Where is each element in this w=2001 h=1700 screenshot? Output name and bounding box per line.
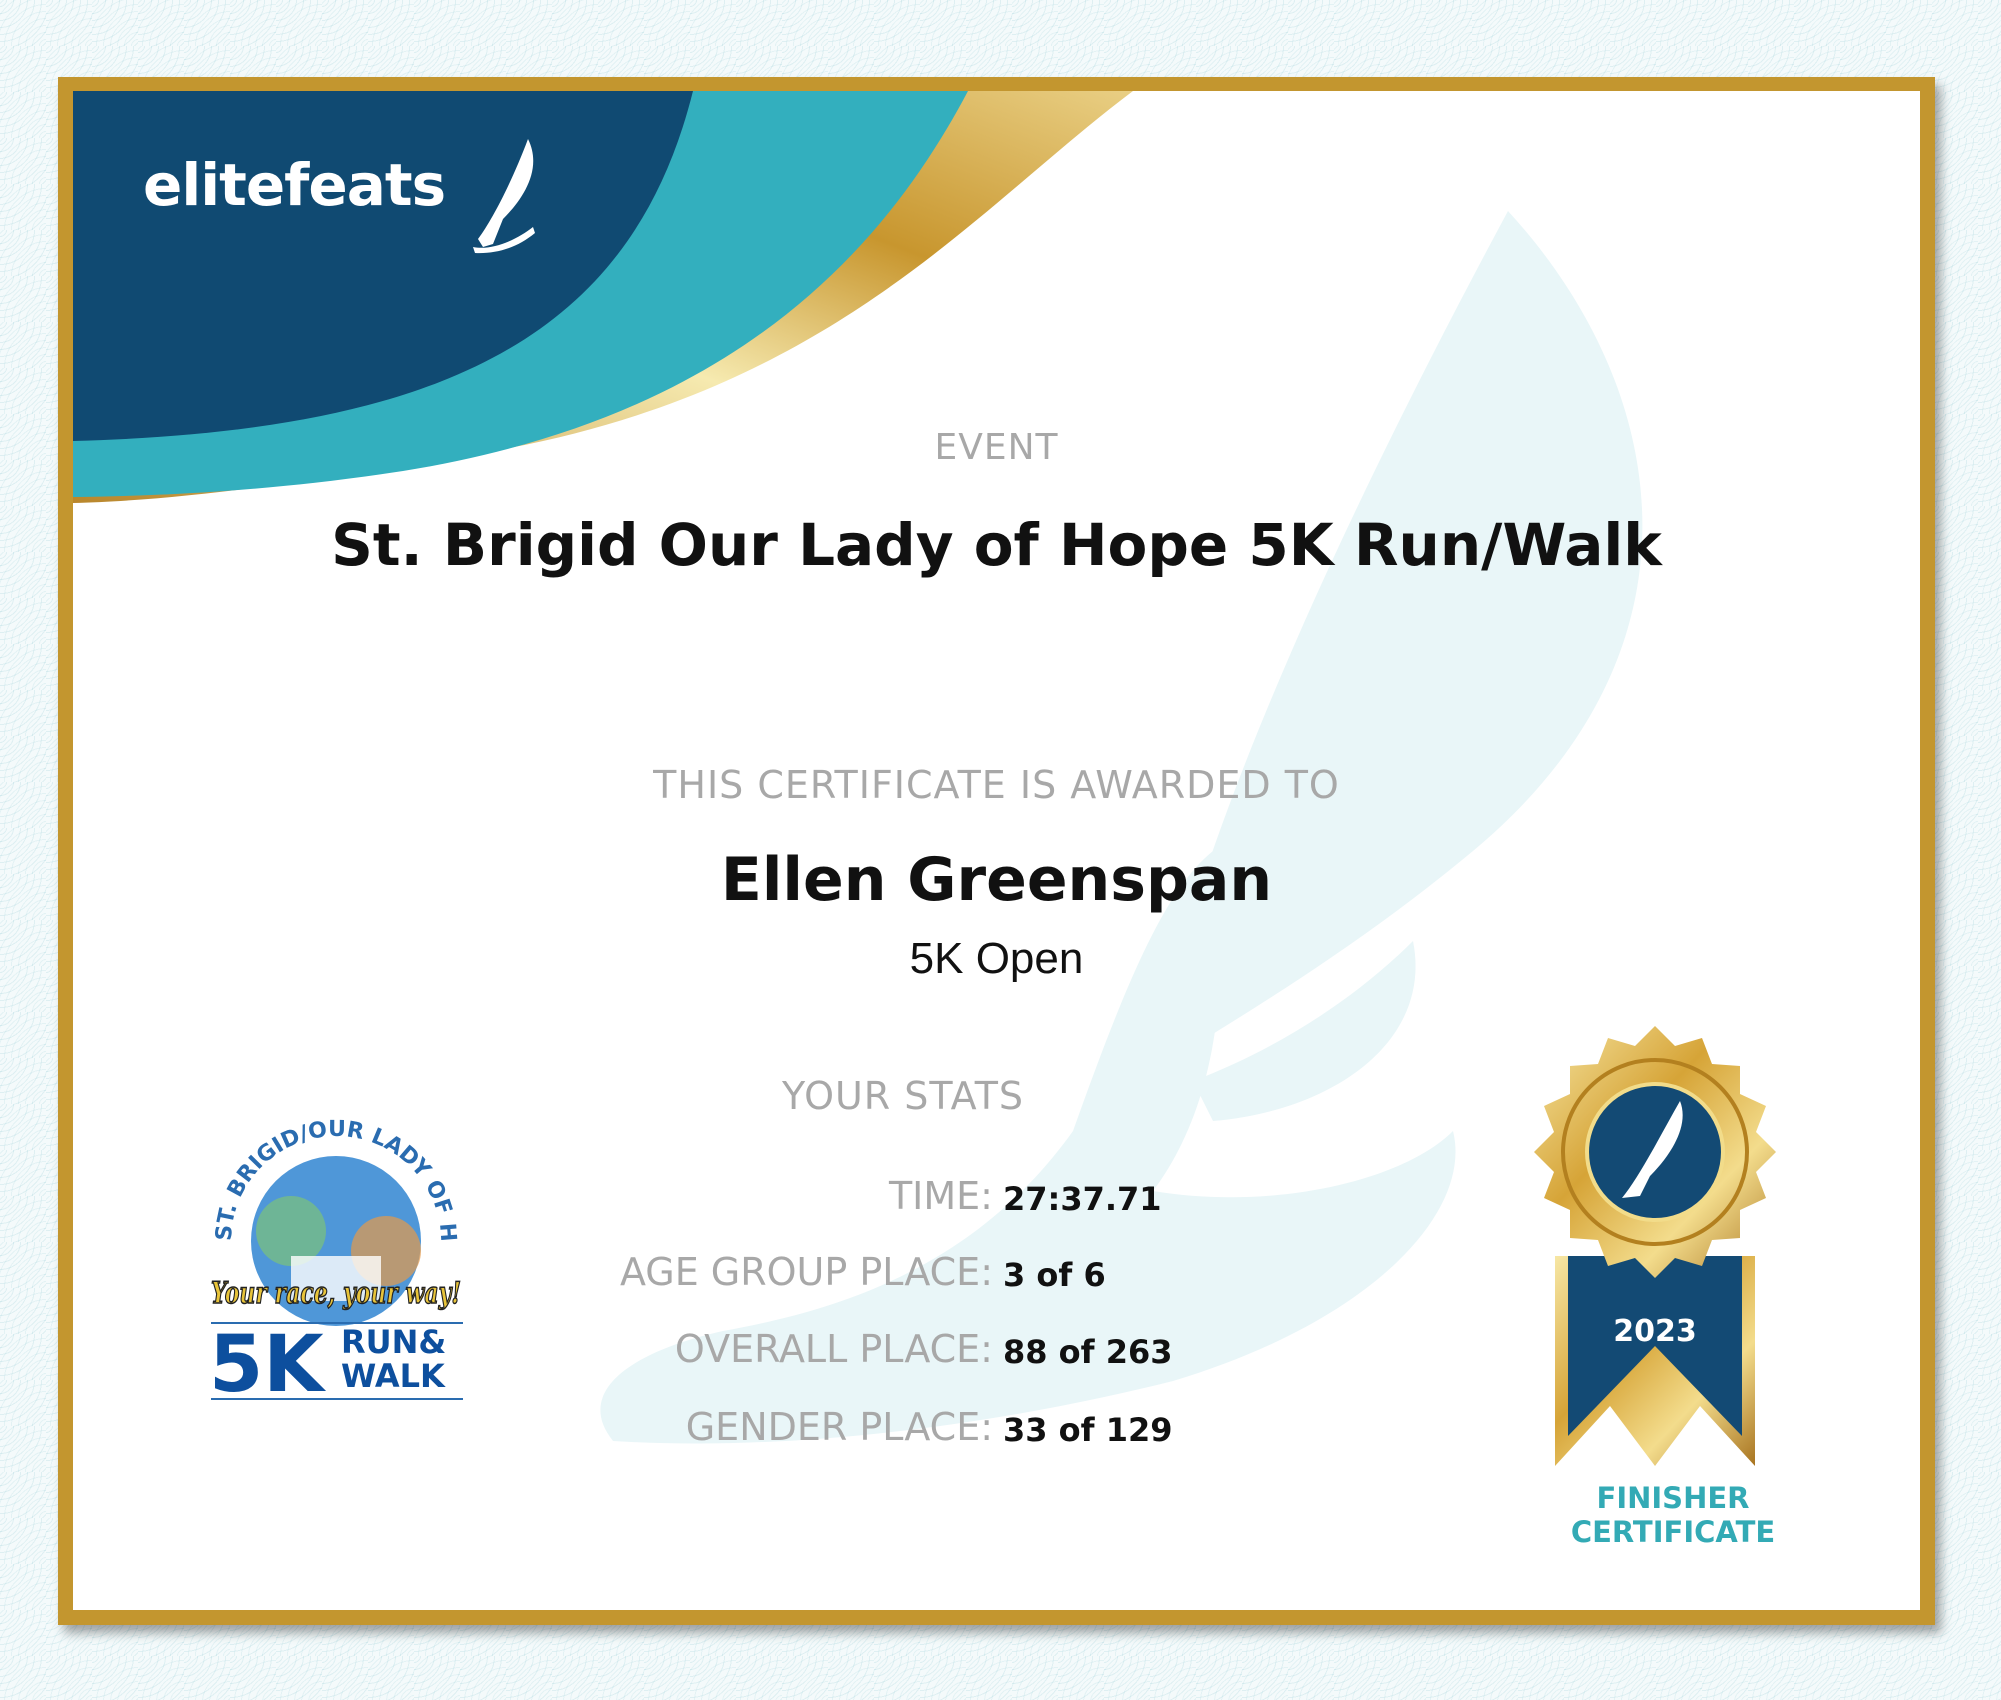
winged-shoe-logo-icon [473, 139, 535, 254]
race-logo-run: RUN& [341, 1323, 446, 1361]
stat-value: 27:37.71 [1003, 1180, 1162, 1218]
header-swoosh [73, 91, 1133, 503]
stat-row-time: TIME: 27:37.71 [493, 1174, 1393, 1222]
stat-row-age-group: AGE GROUP PLACE: 3 of 6 [493, 1250, 1393, 1298]
stat-row-gender: GENDER PLACE: 33 of 129 [493, 1405, 1393, 1453]
winged-shoe-watermark-icon [600, 211, 1643, 1444]
stats-title: YOUR STATS [781, 1074, 1025, 1118]
finisher-medal: 2023 [1534, 1026, 1776, 1466]
stat-label: TIME: [888, 1174, 993, 1218]
race-logo-tagline: Your race, your way! [211, 1276, 461, 1311]
stat-label: AGE GROUP PLACE: [619, 1250, 993, 1294]
brand-logo: elitefeats [143, 151, 446, 219]
race-logo-walk: WALK [341, 1357, 446, 1395]
stat-row-overall: OVERALL PLACE: 88 of 263 [493, 1327, 1393, 1375]
stat-label: GENDER PLACE: [685, 1405, 993, 1449]
winged-shoe-icon [1622, 1101, 1683, 1198]
finisher-certificate-label: FINISHER CERTIFICATE [1553, 1481, 1793, 1549]
race-logo: ST. BRIGID/OUR LADY OF HOPE 5K Your race… [201, 1091, 463, 1410]
event-title: St. Brigid Our Lady of Hope 5K Run/Walk [331, 511, 1662, 579]
certificate-paper: elitefeats EVENT St. Brigid Our Lady of … [73, 91, 1920, 1610]
division: 5K Open [909, 934, 1084, 983]
stat-value: 88 of 263 [1003, 1333, 1173, 1371]
awarded-label: THIS CERTIFICATE IS AWARDED TO [653, 763, 1340, 807]
medal-year: 2023 [1613, 1314, 1697, 1349]
recipient-name: Ellen Greenspan [720, 845, 1273, 915]
finisher-line2: CERTIFICATE [1570, 1515, 1776, 1549]
stat-value: 3 of 6 [1003, 1256, 1106, 1294]
stat-value: 33 of 129 [1003, 1411, 1173, 1449]
certificate-frame: elitefeats EVENT St. Brigid Our Lady of … [58, 77, 1935, 1625]
finisher-line1: FINISHER [1596, 1481, 1750, 1515]
event-label: EVENT [934, 427, 1059, 468]
race-logo-5k: 5K [209, 1320, 326, 1410]
stat-label: OVERALL PLACE: [674, 1327, 993, 1371]
